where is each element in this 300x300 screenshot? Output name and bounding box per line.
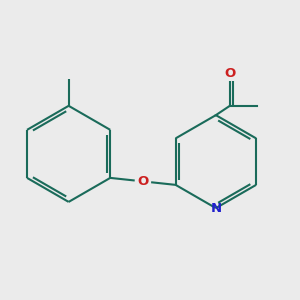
Text: O: O	[224, 67, 236, 80]
Text: N: N	[210, 202, 221, 214]
Text: O: O	[137, 175, 148, 188]
